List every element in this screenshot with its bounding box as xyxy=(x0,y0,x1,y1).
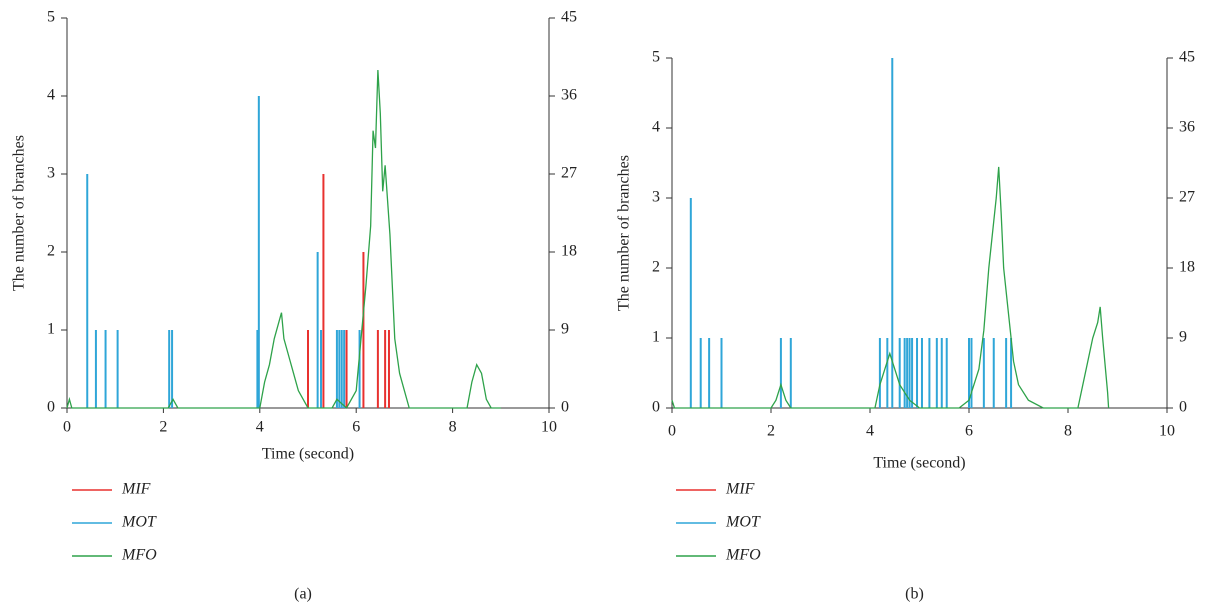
y-axis-label: The number of branches xyxy=(616,155,633,311)
y2-tick-label: 27 xyxy=(1179,189,1195,206)
y2-tick-label: 36 xyxy=(1179,119,1195,136)
x-tick-label: 4 xyxy=(866,423,874,440)
panel-label: (a) xyxy=(294,586,312,603)
y-tick-label: 4 xyxy=(47,87,55,104)
y2-tick-label: 9 xyxy=(1179,329,1187,346)
x-tick-label: 8 xyxy=(449,419,457,436)
legend-text: MIF xyxy=(121,481,151,498)
y-tick-label: 1 xyxy=(652,329,660,346)
x-tick-label: 6 xyxy=(965,423,973,440)
y2-tick-label: 27 xyxy=(561,165,577,182)
y-tick-label: 0 xyxy=(652,399,660,416)
y2-tick-label: 36 xyxy=(561,87,577,104)
x-tick-label: 2 xyxy=(767,423,775,440)
y-tick-label: 3 xyxy=(47,165,55,182)
y-tick-label: 0 xyxy=(47,399,55,416)
x-tick-label: 0 xyxy=(668,423,676,440)
y-tick-label: 2 xyxy=(47,243,55,260)
x-tick-label: 10 xyxy=(541,419,557,436)
series-line xyxy=(66,69,501,410)
y-axis-label: The number of branches xyxy=(11,135,28,291)
y-tick-label: 1 xyxy=(47,321,55,338)
y2-tick-label: 18 xyxy=(561,243,577,260)
legend-text: MOT xyxy=(121,514,157,531)
series-line xyxy=(671,166,1110,409)
x-tick-label: 4 xyxy=(256,419,264,436)
x-tick-label: 8 xyxy=(1064,423,1072,440)
x-axis-label: Time (second) xyxy=(873,455,965,472)
legend-text: MFO xyxy=(121,547,157,564)
y2-tick-label: 45 xyxy=(561,9,577,26)
x-tick-label: 2 xyxy=(159,419,167,436)
legend-text: MFO xyxy=(725,547,761,564)
x-tick-label: 10 xyxy=(1159,423,1175,440)
x-axis-label: Time (second) xyxy=(262,446,354,463)
y2-tick-label: 18 xyxy=(1179,259,1195,276)
y-tick-label: 3 xyxy=(652,189,660,206)
x-tick-label: 0 xyxy=(63,419,71,436)
y-tick-label: 2 xyxy=(652,259,660,276)
y2-tick-label: 45 xyxy=(1179,49,1195,66)
y2-tick-label: 0 xyxy=(1179,399,1187,416)
x-tick-label: 6 xyxy=(352,419,360,436)
legend-text: MIF xyxy=(725,481,755,498)
legend-text: MOT xyxy=(725,514,761,531)
panel-label: (b) xyxy=(905,586,924,603)
y2-tick-label: 9 xyxy=(561,321,569,338)
y2-tick-label: 0 xyxy=(561,399,569,416)
y-tick-label: 5 xyxy=(652,49,660,66)
y-tick-label: 5 xyxy=(47,9,55,26)
y-tick-label: 4 xyxy=(652,119,660,136)
